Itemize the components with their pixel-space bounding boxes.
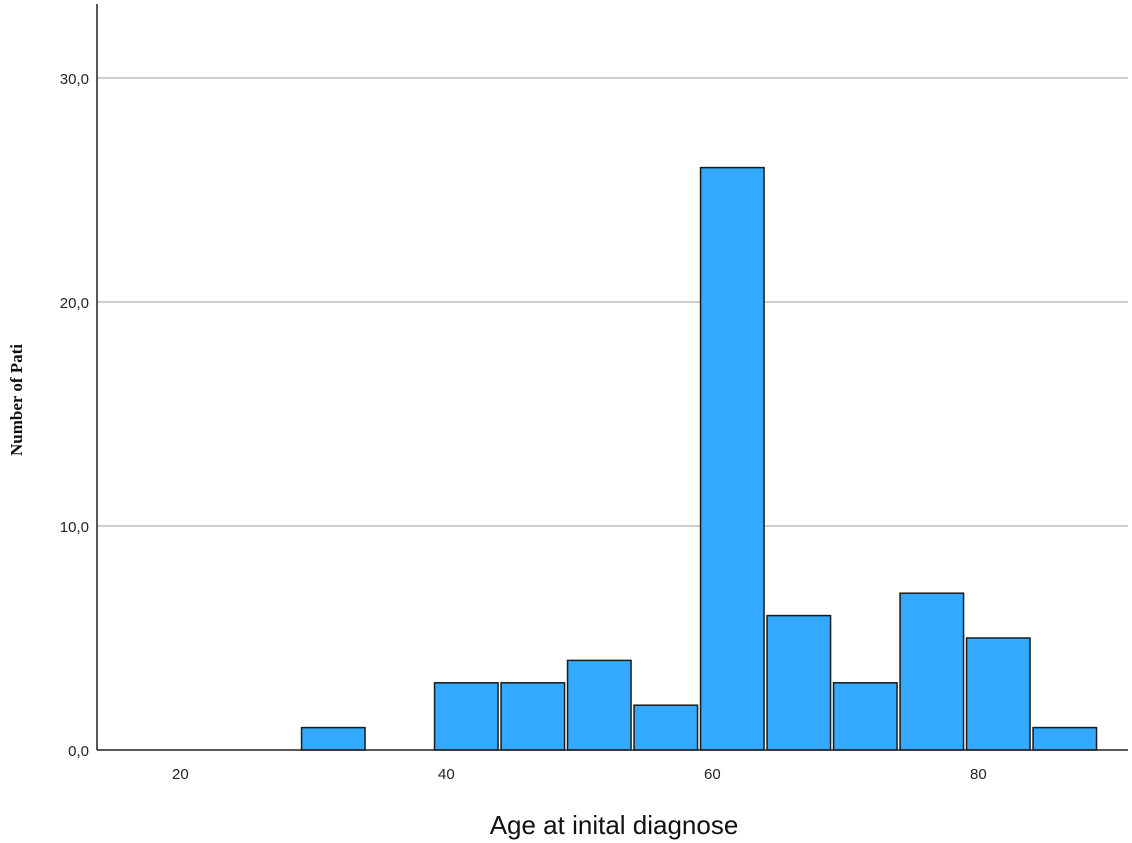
- x-tick-label: 40: [438, 766, 455, 783]
- x-axis-title: Age at inital diagnose: [490, 810, 739, 840]
- histogram-bar: [566, 659, 632, 751]
- histogram-bar: [832, 682, 898, 751]
- histogram-bar: [500, 682, 566, 751]
- x-tick-label: 80: [970, 766, 987, 783]
- histogram-bar: [766, 614, 832, 751]
- histogram-bar: [899, 592, 965, 751]
- y-tick-label: 10,0: [60, 519, 89, 536]
- y-tick-label: 20,0: [60, 295, 89, 312]
- y-tick-label: 0,0: [68, 743, 89, 760]
- histogram-bar: [1032, 726, 1098, 751]
- histogram-bar: [433, 682, 499, 751]
- y-axis-title: Number of Pati: [7, 344, 26, 456]
- bars: [300, 166, 1098, 751]
- gridlines: [97, 77, 1128, 527]
- x-tick-label: 60: [704, 766, 721, 783]
- x-tick-labels: 20 40 60 80: [172, 766, 987, 783]
- y-tick-label: 30,0: [60, 71, 89, 88]
- histogram-bar: [633, 704, 699, 751]
- histogram-bar: [965, 637, 1031, 751]
- y-tick-labels: 0,0 10,0 20,0 30,0: [60, 71, 89, 760]
- histogram-bar: [699, 166, 765, 751]
- histogram-bar: [300, 726, 366, 751]
- x-tick-label: 20: [172, 766, 189, 783]
